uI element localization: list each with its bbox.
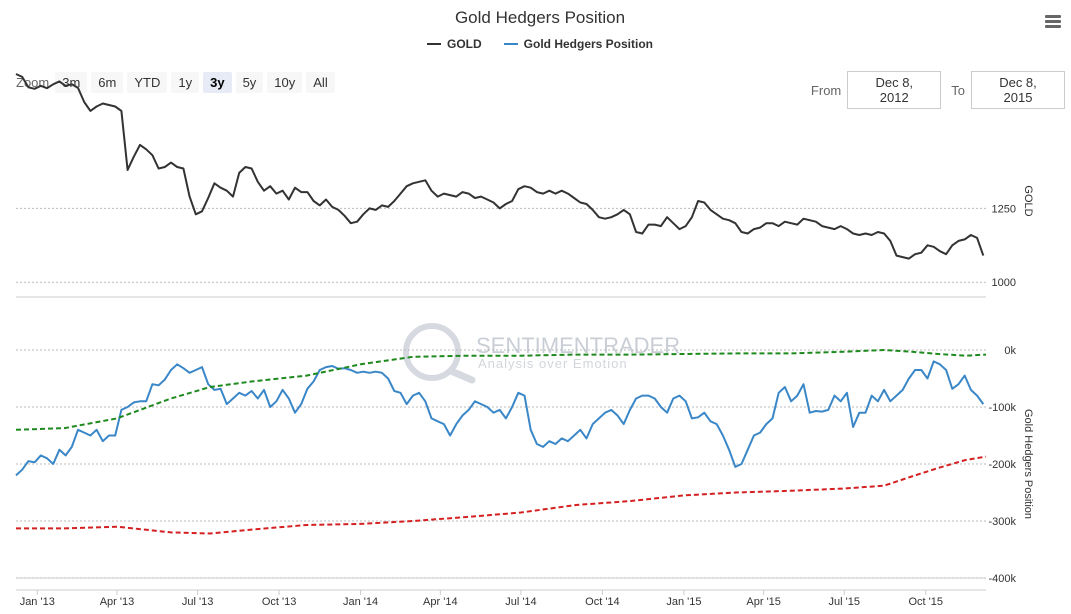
zoom-button-ytd[interactable]: YTD [127,72,168,93]
legend-item-hedgers[interactable]: Gold Hedgers Position [503,37,654,51]
x-tick-label: Apr '14 [423,596,458,608]
x-tick-label: Jul '14 [505,596,536,608]
watermark: SENTIMENTRADER Analysis over Emotion [403,323,680,384]
legend-item-gold[interactable]: GOLD [426,37,482,51]
x-tick-label: Oct '14 [585,596,620,608]
y-tick-label-pane-1: -300k [988,516,1016,528]
date-range-bar: From Dec 8, 2012 To Dec 8, 2015 [811,71,1065,109]
zoom-button-10y[interactable]: 10y [267,72,303,93]
series-pane-1-band-1 [15,349,987,431]
y-tick-label-pane-0: 1000 [992,277,1016,289]
x-tick-label: Apr '15 [746,596,781,608]
chart-legend: GOLD Gold Hedgers Position [0,37,1071,51]
zoom-button-all[interactable]: All [306,72,335,93]
grid [16,207,986,579]
y-tick-label-pane-0: 1250 [992,203,1016,215]
legend-label-gold: GOLD [446,37,482,51]
x-tick-label: Jan '14 [343,596,378,608]
watermark-tagline: Analysis over Emotion [478,356,628,371]
y-axis-title-pane-1: Gold Hedgers Position [1022,409,1034,519]
zoom-button-5y[interactable]: 5y [235,72,264,93]
to-date-input[interactable]: Dec 8, 2015 [971,71,1065,109]
legend-label-hedgers: Gold Hedgers Position [523,37,654,51]
axes-layer: 1000 1250 GOLD 0k -100k -200k -300k -400k Gold H… [16,185,1034,608]
y-axis-title-pane-0: GOLD [1022,185,1034,216]
series-pane-1-band-2 [16,455,987,535]
x-tick-label: Jan '13 [20,596,55,608]
y-tick-label-pane-1: -100k [988,402,1016,414]
x-tick-label: Jul '13 [182,596,213,608]
zoom-button-3y[interactable]: 3y [203,72,232,93]
legend-swatch-hedgers [503,43,518,45]
x-tick-label: Oct '13 [262,596,297,608]
watermark-logo-icon [403,323,461,381]
from-date-input[interactable]: Dec 8, 2012 [847,71,942,109]
series-layer [15,73,987,535]
series-gold [15,73,985,260]
to-label: To [951,82,965,98]
x-tick-label: Jan '15 [666,596,701,608]
x-tick-label: Jul '15 [829,596,860,608]
y-tick-label-pane-1: 0k [1004,345,1016,357]
from-label: From [810,82,842,98]
chart-menu-icon[interactable] [1045,15,1061,31]
legend-swatch-gold [426,43,441,45]
watermark-logo-handle [447,367,476,384]
y-tick-label-pane-1: -200k [988,459,1016,471]
series-gold-hedgers-position [15,360,985,477]
x-tick-label: Oct '15 [909,596,944,608]
y-tick-label-pane-1: -400k [988,573,1016,585]
chart-title: Gold Hedgers Position [454,8,626,27]
zoom-button-6m[interactable]: 6m [91,72,124,93]
x-tick-label: Apr '13 [100,596,135,608]
zoom-button-1y[interactable]: 1y [171,72,200,93]
